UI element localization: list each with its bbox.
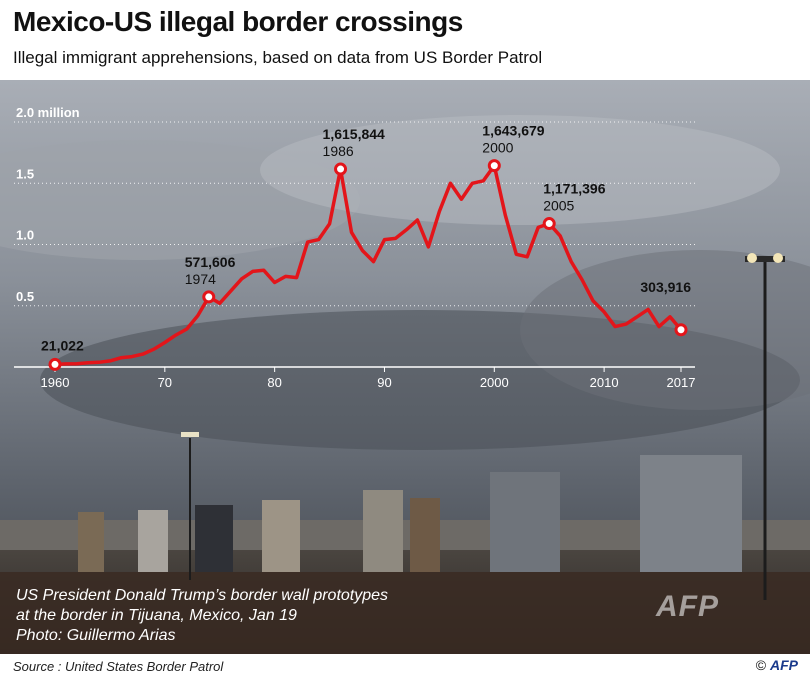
x-tick-label: 90 xyxy=(377,375,391,390)
x-tick-label: 2000 xyxy=(480,375,509,390)
photo-caption: US President Donald Trump’s border wall … xyxy=(16,586,388,646)
x-axis-ticks: 1960 70 80 90 2000 2010 2017 xyxy=(41,367,696,390)
annotation-value: 303,916 xyxy=(640,279,691,295)
highlight-marker xyxy=(674,323,688,337)
chart-gridlines xyxy=(14,121,695,368)
x-tick-label: 2017 xyxy=(667,375,696,390)
afp-watermark: AFP xyxy=(656,590,719,623)
series-line xyxy=(53,163,683,367)
annotation-year: 1986 xyxy=(323,143,354,159)
y-tick-label: 0.5 xyxy=(16,289,34,304)
annotation-year: 2000 xyxy=(482,140,513,156)
annotation-year: 1974 xyxy=(185,271,216,287)
chart-subtitle: Illegal immigrant apprehensions, based o… xyxy=(13,48,543,67)
chart-title: Mexico-US illegal border crossings xyxy=(13,6,463,37)
annotation-value: 1,643,679 xyxy=(482,123,544,139)
y-tick-label: 1.5 xyxy=(16,166,34,181)
source-note: Source : United States Border Patrol xyxy=(13,659,224,674)
y-tick-label: 2.0 million xyxy=(16,105,80,120)
annotation-value: 1,171,396 xyxy=(543,181,605,197)
afp-logo-text: AFP xyxy=(770,657,798,673)
caption-line-2: at the border in Tijuana, Mexico, Jan 19 xyxy=(16,607,297,624)
copyright-symbol: © xyxy=(755,657,767,673)
x-tick-label: 80 xyxy=(267,375,281,390)
annotation-value: 21,022 xyxy=(41,337,84,353)
caption-line-3: Photo: Guillermo Arias xyxy=(16,627,176,644)
x-tick-label: 70 xyxy=(158,375,172,390)
y-tick-label: 1.0 xyxy=(16,228,34,243)
x-tick-label: 2010 xyxy=(590,375,619,390)
highlight-marker xyxy=(334,162,348,176)
annotation-value: 571,606 xyxy=(185,254,236,270)
annotation-value: 1,615,844 xyxy=(323,126,385,142)
highlight-marker xyxy=(48,357,62,371)
y-axis-ticks: 0.5 1.0 1.5 2.0 million xyxy=(16,105,80,304)
data-markers xyxy=(48,159,688,371)
highlight-marker xyxy=(202,290,216,304)
data-annotations: 21,022571,60619741,615,84419861,643,6792… xyxy=(41,123,691,354)
afp-logo: © AFP xyxy=(756,657,798,673)
annotation-year: 2005 xyxy=(543,198,574,214)
highlight-marker xyxy=(487,159,501,173)
highlight-marker xyxy=(542,217,556,231)
caption-line-1: US President Donald Trump’s border wall … xyxy=(16,587,389,604)
x-tick-label: 1960 xyxy=(41,375,70,390)
